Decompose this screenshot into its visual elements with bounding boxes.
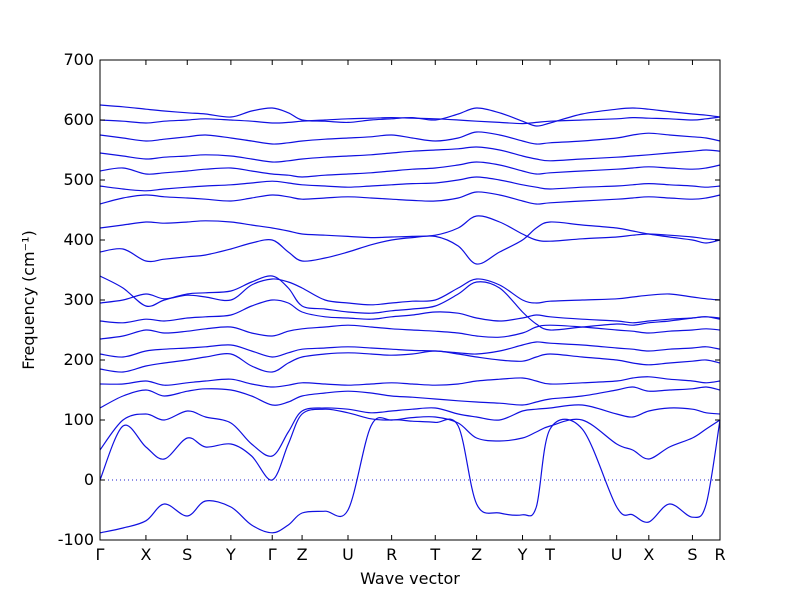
y-tick-label: 700 — [63, 50, 94, 69]
x-axis-title: Wave vector — [360, 569, 460, 588]
phonon-branch-7 — [99, 341, 721, 358]
phonon-branch-18 — [99, 131, 721, 145]
x-tick-label: R — [386, 545, 397, 564]
x-tick-label: Γ — [96, 545, 105, 564]
x-tick-label: X — [140, 545, 151, 564]
phonon-branch-10 — [99, 278, 721, 306]
phonon-branch-17 — [99, 146, 721, 163]
phonon-branch-3 — [99, 404, 721, 457]
x-tick-label: Y — [225, 545, 236, 564]
x-tick-label: R — [714, 545, 725, 564]
series-layer — [99, 104, 721, 534]
x-tick-label: Y — [517, 545, 528, 564]
phonon-branch-6 — [99, 350, 721, 373]
y-tick-label: 400 — [63, 230, 94, 249]
y-tick-label: 0 — [84, 470, 94, 489]
x-tick-label: Γ — [268, 545, 277, 564]
phonon-branch-9 — [99, 299, 721, 324]
phonon-branch-5 — [99, 376, 721, 388]
x-tick-label: S — [687, 545, 697, 564]
phonon-branch-4 — [99, 386, 721, 409]
x-tick-label: U — [342, 545, 354, 564]
x-tick-label: Z — [297, 545, 308, 564]
phonon-branch-20 — [99, 104, 721, 127]
phonon-branch-15 — [99, 176, 721, 192]
x-tick-label: U — [611, 545, 623, 564]
y-tick-label: 100 — [63, 410, 94, 429]
phonon-branch-14 — [99, 191, 721, 205]
y-tick-label: 500 — [63, 170, 94, 189]
x-tick-label: S — [182, 545, 192, 564]
phonon-branch-16 — [99, 161, 721, 178]
y-axis-title: Frequency (cm⁻¹) — [19, 230, 38, 369]
phonon-branch-12 — [99, 221, 721, 265]
phonon-branch-1 — [99, 417, 721, 534]
x-tick-label: X — [643, 545, 654, 564]
phonon-branch-2 — [99, 408, 721, 481]
x-tick-label: Z — [471, 545, 482, 564]
phonon-branch-11 — [99, 275, 721, 331]
y-tick-label: 300 — [63, 290, 94, 309]
x-tick-label: T — [544, 545, 555, 564]
y-tick-label: 600 — [63, 110, 94, 129]
y-tick-label: -100 — [58, 530, 94, 549]
phonon-branch-13 — [99, 215, 721, 242]
y-tick-label: 200 — [63, 350, 94, 369]
y-axis: -100 0 100 200 300 400 500 600 700 — [58, 50, 720, 549]
phonon-branch-8 — [99, 324, 721, 340]
x-tick-label: T — [429, 545, 440, 564]
